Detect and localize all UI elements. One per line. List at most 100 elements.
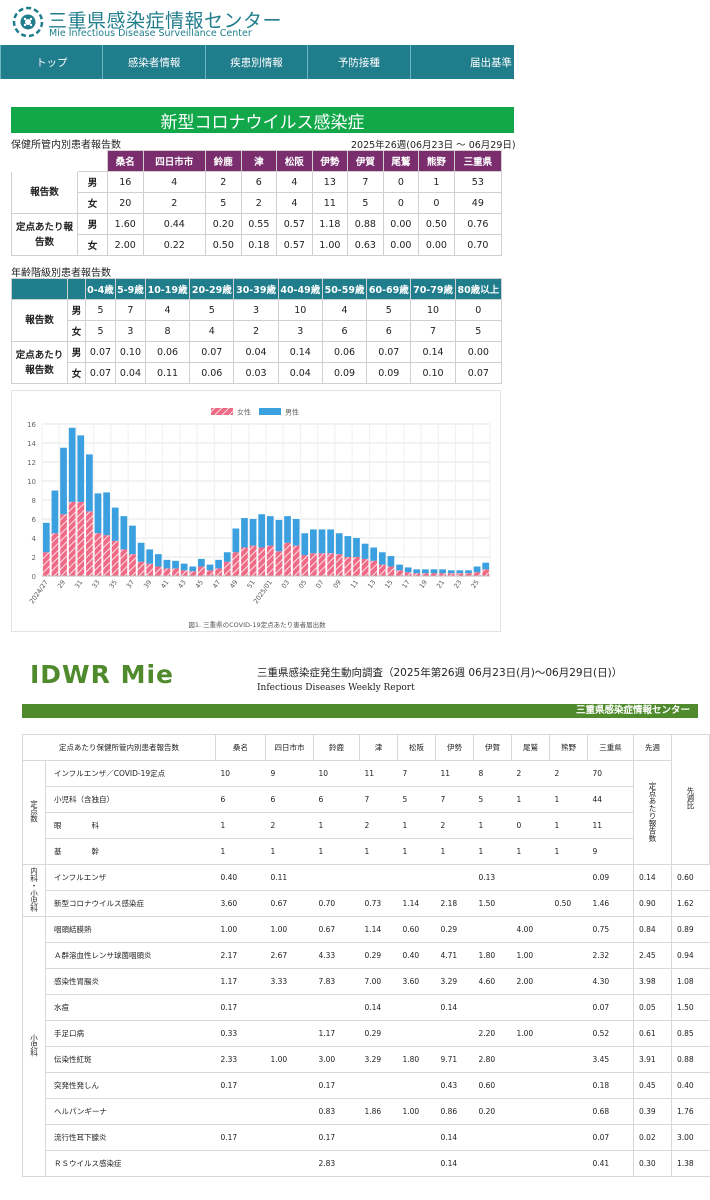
column-header: 40-49歳 bbox=[277, 278, 323, 300]
x-tick-label: 49 bbox=[228, 579, 239, 590]
x-tick-label: 41 bbox=[159, 579, 170, 590]
table-cell: 5 bbox=[85, 320, 116, 342]
table-row: 定点あたり報告数男 1.60 0.44 0.20 0.55 0.57 1.18 0.88 0.0… bbox=[11, 213, 503, 256]
idwr-value-cell: 7 bbox=[359, 786, 398, 813]
nav-notification-criteria[interactable]: 届出基準 bbox=[409, 45, 514, 79]
table-cell: 0.03 bbox=[233, 362, 279, 384]
idwr-value-cell: 4.71 bbox=[435, 942, 474, 969]
nav-vaccination[interactable]: 予防接種 bbox=[307, 45, 409, 79]
bar-male bbox=[223, 552, 231, 562]
idwr-value-cell: 11 bbox=[435, 760, 474, 787]
idwr-value-cell bbox=[359, 864, 398, 891]
bar-female bbox=[473, 572, 481, 576]
idwr-table-row: 内科・小児科 インフルエンザ 0.40 0.11 0.13 0.09 0.14 0.60 bbox=[22, 864, 710, 917]
bar-male bbox=[60, 447, 67, 515]
idwr-value-cell: 0.83 bbox=[313, 1098, 360, 1125]
bar-female bbox=[172, 568, 179, 576]
bar-female bbox=[163, 568, 171, 576]
idwr-column-header: 桑名 bbox=[215, 734, 266, 761]
idwr-table-row: 感染性胃腸炎 1.17 3.33 7.83 7.00 3.60 3.29 4.60 2.00 4.… bbox=[23, 968, 710, 995]
table-cell: 0.14 bbox=[410, 341, 456, 363]
idwr-value-cell: 0.17 bbox=[313, 1072, 360, 1099]
idwr-value-cell bbox=[313, 994, 360, 1021]
x-tick-label: 2024/27 bbox=[28, 579, 50, 606]
nav-disease-info[interactable]: 疾患別情報 bbox=[204, 45, 307, 79]
idwr-value-cell bbox=[313, 864, 360, 891]
idwr-ratio-cell: 0.94 bbox=[671, 942, 710, 969]
idwr-value-cell bbox=[511, 1046, 550, 1073]
idwr-column-header: 熊野 bbox=[549, 734, 588, 761]
bar-female bbox=[378, 564, 386, 576]
disease-name: 新型コロナウイルス感染症 bbox=[45, 890, 216, 917]
nav-top[interactable]: トップ bbox=[0, 45, 102, 79]
idwr-group-label: 定点数 bbox=[22, 760, 46, 865]
idwr-value-cell: 0.43 bbox=[435, 1072, 474, 1099]
idwr-value-cell: 1 bbox=[313, 838, 360, 865]
table-row: 報告数男 5 7 4 5 3 10 4 5 10 0 bbox=[11, 299, 503, 342]
center-logo-icon[interactable] bbox=[12, 6, 44, 38]
idwr-value-cell: 0.75 bbox=[587, 916, 634, 943]
idwr-value-cell: 1.00 bbox=[511, 1020, 550, 1047]
idwr-value-cell bbox=[265, 1124, 314, 1151]
idwr-value-cell: 2 bbox=[549, 760, 588, 787]
idwr-value-cell: 2.32 bbox=[587, 942, 634, 969]
column-header: 桑名 bbox=[107, 150, 144, 172]
idwr-value-cell: 2.83 bbox=[313, 1150, 360, 1177]
idwr-value-cell: 0.09 bbox=[587, 864, 634, 891]
idwr-value-cell: 3.60 bbox=[397, 968, 436, 995]
table-row: 定点あたり報告数男 0.07 0.10 0.06 0.07 0.04 0.14 0.06 0.0… bbox=[11, 341, 503, 384]
table-cell: 5 bbox=[85, 299, 116, 321]
idwr-table-row: 定点数 インフルエンザ／COVID-19定点 10 9 10 11 7 11 8 2 2 70 定点あた… bbox=[22, 760, 710, 865]
bar-female bbox=[215, 568, 222, 576]
disease-name: 手足口病 bbox=[45, 1020, 216, 1047]
idwr-table-row: 小児科 咽頭結膜熱 1.00 1.00 0.67 1.14 0.60 0.29 4.00 0.75… bbox=[22, 916, 710, 1177]
idwr-value-cell: 1.86 bbox=[359, 1098, 398, 1125]
idwr-value-cell: 0.14 bbox=[435, 1124, 474, 1151]
table-cell: 2 bbox=[240, 192, 278, 214]
idwr-value-cell: 0.29 bbox=[435, 916, 474, 943]
y-tick-label: 4 bbox=[32, 535, 37, 543]
table-cell: 53 bbox=[453, 171, 503, 193]
table-cell: 2 bbox=[142, 192, 207, 214]
bar-female bbox=[180, 570, 188, 576]
table-cell: 6 bbox=[240, 171, 278, 193]
bar-male bbox=[120, 516, 128, 550]
idwr-value-cell: 3.45 bbox=[587, 1046, 634, 1073]
x-tick-label: 21 bbox=[435, 579, 446, 590]
idwr-value-cell: 2.00 bbox=[511, 968, 550, 995]
idwr-table-row: 伝染性紅斑 2.33 1.00 3.00 3.29 1.80 9.71 2.80 3.45 3.9… bbox=[23, 1046, 710, 1073]
nav-patient-info[interactable]: 感染者情報 bbox=[102, 45, 204, 79]
table-cell: 5 bbox=[205, 192, 242, 214]
x-tick-label: 23 bbox=[452, 579, 463, 590]
idwr-value-cell: 0.67 bbox=[265, 890, 314, 917]
bar-female bbox=[94, 533, 102, 576]
disease-name: ＲＳウイルス感染症 bbox=[45, 1150, 216, 1177]
idwr-value-cell: 1 bbox=[397, 812, 436, 839]
x-tick-label: 03 bbox=[280, 579, 291, 590]
disease-name: 伝染性紅斑 bbox=[45, 1046, 216, 1073]
main-nav: トップ 感染者情報 疾患別情報 予防接種 届出基準 bbox=[0, 45, 514, 79]
idwr-value-cell: 2.20 bbox=[473, 1020, 512, 1047]
idwr-value-cell bbox=[511, 1150, 550, 1177]
bar-male bbox=[103, 492, 110, 536]
site-title[interactable]: 三重県感染症情報センター bbox=[48, 10, 283, 32]
idwr-value-cell: 8 bbox=[473, 760, 512, 787]
table-cell: 2.00 bbox=[107, 234, 144, 256]
table-cell: 0.20 bbox=[205, 213, 242, 235]
bar-female bbox=[51, 533, 59, 576]
table-cell: 5 bbox=[366, 299, 412, 321]
sex-label: 男 bbox=[67, 299, 86, 321]
idwr-value-cell: 0.39 bbox=[633, 1098, 672, 1125]
idwr-value-cell: 1 bbox=[549, 786, 588, 813]
idwr-ratio-cell: 1.50 bbox=[671, 994, 710, 1021]
idwr-value-cell: 0.45 bbox=[633, 1072, 672, 1099]
column-header: 三重県 bbox=[453, 150, 503, 172]
idwr-value-cell: 0.60 bbox=[473, 1072, 512, 1099]
idwr-value-cell: 4.60 bbox=[473, 968, 512, 995]
idwr-value-cell: 7 bbox=[397, 760, 436, 787]
column-header: 80歳以上 bbox=[454, 278, 503, 300]
bar-female bbox=[447, 573, 455, 576]
table-cell: 0.10 bbox=[114, 341, 146, 363]
idwr-value-cell: 1 bbox=[313, 812, 360, 839]
idwr-value-cell: 6 bbox=[265, 786, 314, 813]
